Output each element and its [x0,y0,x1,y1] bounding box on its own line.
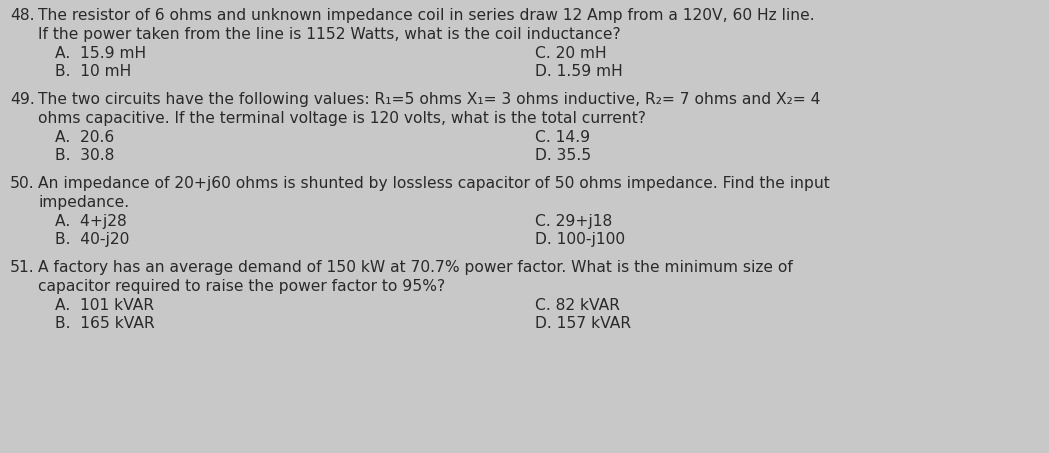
Text: B.  30.8: B. 30.8 [55,148,114,163]
Text: C. 82 kVAR: C. 82 kVAR [535,298,620,313]
Text: An impedance of 20+j60 ohms is shunted by lossless capacitor of 50 ohms impedanc: An impedance of 20+j60 ohms is shunted b… [38,176,830,191]
Text: 49.: 49. [10,92,35,107]
Text: A.  101 kVAR: A. 101 kVAR [55,298,154,313]
Text: D. 1.59 mH: D. 1.59 mH [535,64,623,79]
Text: D. 100-j100: D. 100-j100 [535,232,625,247]
Text: ohms capacitive. If the terminal voltage is 120 volts, what is the total current: ohms capacitive. If the terminal voltage… [38,111,646,126]
Text: D. 35.5: D. 35.5 [535,148,592,163]
Text: The resistor of 6 ohms and unknown impedance coil in series draw 12 Amp from a 1: The resistor of 6 ohms and unknown imped… [38,8,815,23]
Text: 51.: 51. [10,260,35,275]
Text: D. 157 kVAR: D. 157 kVAR [535,316,631,331]
Text: If the power taken from the line is 1152 Watts, what is the coil inductance?: If the power taken from the line is 1152… [38,27,621,42]
Text: C. 14.9: C. 14.9 [535,130,591,145]
Text: A factory has an average demand of 150 kW at 70.7% power factor. What is the min: A factory has an average demand of 150 k… [38,260,793,275]
Text: capacitor required to raise the power factor to 95%?: capacitor required to raise the power fa… [38,279,445,294]
Text: 48.: 48. [10,8,35,23]
Text: 50.: 50. [10,176,35,191]
Text: C. 29+j18: C. 29+j18 [535,214,613,229]
Text: The two circuits have the following values: R₁=5 ohms X₁= 3 ohms inductive, R₂= : The two circuits have the following valu… [38,92,820,107]
Text: A.  4+j28: A. 4+j28 [55,214,127,229]
Text: B.  165 kVAR: B. 165 kVAR [55,316,155,331]
Text: B.  10 mH: B. 10 mH [55,64,131,79]
Text: C. 20 mH: C. 20 mH [535,46,606,61]
Text: B.  40-j20: B. 40-j20 [55,232,129,247]
Text: A.  20.6: A. 20.6 [55,130,114,145]
Text: impedance.: impedance. [38,195,129,210]
Text: A.  15.9 mH: A. 15.9 mH [55,46,146,61]
